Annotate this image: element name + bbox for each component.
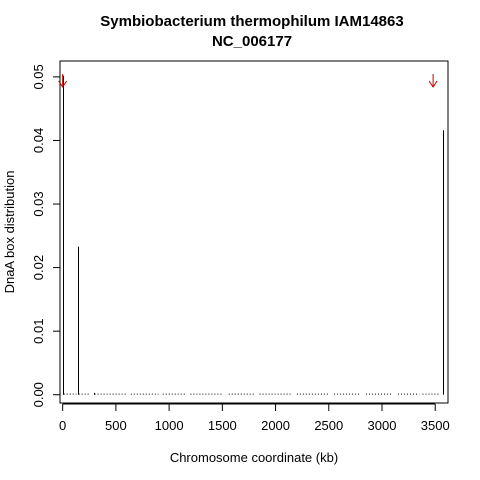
x-tick-label: 0: [59, 418, 66, 433]
x-axis-label: Chromosome coordinate (kb): [170, 450, 338, 465]
x-tick-label: 2000: [261, 418, 290, 433]
x-tick-label: 1500: [208, 418, 237, 433]
x-tick-label: 2500: [314, 418, 343, 433]
arrow-markers: [58, 74, 438, 88]
x-axis: 0 500 1000 1500 2000 2500 3000 3500: [59, 403, 450, 433]
arrow-head: [58, 80, 68, 88]
y-tick-label: 0.01: [31, 319, 46, 344]
arrow-head: [428, 80, 438, 88]
chart-subtitle: NC_006177: [212, 33, 292, 50]
y-axis-label: DnaA box distribution: [2, 171, 17, 294]
y-tick-label: 0.04: [31, 128, 46, 153]
chart-title: Symbiobacterium thermophilum IAM14863: [100, 13, 403, 30]
x-tick-label: 500: [105, 418, 127, 433]
y-tick-label: 0.03: [31, 191, 46, 216]
plot-frame: [59, 60, 449, 404]
x-tick-label: 1000: [155, 418, 184, 433]
y-axis: 0.00 0.01 0.02 0.03 0.04 0.05: [31, 64, 61, 407]
y-tick-label: 0.05: [31, 64, 46, 89]
x-tick-label: 3000: [368, 418, 397, 433]
bar-series: [63, 75, 444, 395]
y-tick-label: 0.00: [31, 382, 46, 407]
y-tick-label: 0.02: [31, 255, 46, 280]
x-tick-label: 3500: [421, 418, 450, 433]
